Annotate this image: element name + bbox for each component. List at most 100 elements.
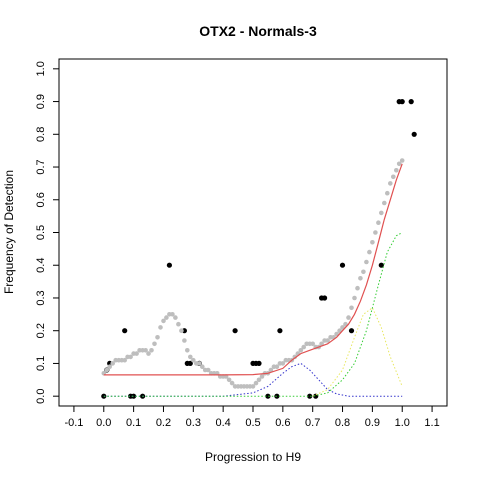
y-tick-label: 1.0 bbox=[35, 61, 47, 76]
data-point bbox=[146, 351, 151, 356]
curve-2 bbox=[103, 163, 403, 376]
y-tick-label: 0.9 bbox=[35, 94, 47, 109]
data-point bbox=[131, 393, 137, 399]
data-point bbox=[385, 190, 390, 196]
data-point bbox=[104, 367, 110, 373]
data-point bbox=[325, 338, 330, 343]
data-point bbox=[128, 354, 133, 360]
data-point bbox=[274, 364, 280, 370]
data-point bbox=[339, 262, 346, 268]
data-point bbox=[367, 249, 372, 255]
x-tick-label: 0.7 bbox=[305, 417, 320, 429]
series-layer bbox=[101, 99, 417, 399]
y-tick-label: 0.5 bbox=[35, 225, 47, 240]
data-point bbox=[134, 351, 139, 356]
data-point bbox=[107, 364, 112, 370]
data-point bbox=[388, 181, 393, 186]
data-point bbox=[253, 380, 259, 386]
x-tick-label: 0.9 bbox=[365, 417, 380, 429]
data-point bbox=[396, 161, 402, 167]
x-axis: -0.1 0.0 0.1 0.2 0.3 0.4 0.5 0.6 0.7 0.8 0.9 1.0 1.1 bbox=[64, 406, 440, 429]
data-point bbox=[152, 341, 157, 347]
data-point bbox=[232, 328, 238, 334]
data-point bbox=[229, 380, 235, 386]
data-point bbox=[188, 354, 193, 360]
chart-title: OTX2 - Normals-3 bbox=[199, 23, 317, 39]
y-tick-label: 0.7 bbox=[35, 159, 47, 174]
data-point bbox=[158, 325, 163, 330]
data-point bbox=[340, 325, 345, 330]
x-tick-label: 0.0 bbox=[96, 417, 111, 429]
y-tick-label: 0.6 bbox=[35, 192, 47, 207]
data-point bbox=[170, 312, 175, 317]
data-point bbox=[205, 367, 211, 373]
data-point bbox=[355, 285, 360, 291]
data-point bbox=[173, 315, 178, 320]
y-tick-label: 0.2 bbox=[35, 323, 47, 338]
x-tick-label: 1.1 bbox=[424, 417, 439, 429]
data-point bbox=[182, 338, 187, 343]
data-point bbox=[408, 99, 414, 105]
data-point bbox=[394, 168, 399, 173]
data-point bbox=[155, 335, 160, 340]
data-point bbox=[348, 328, 355, 334]
y-axis-label: Frequency of Detection bbox=[2, 170, 16, 294]
data-point bbox=[399, 158, 405, 163]
data-point bbox=[122, 357, 127, 363]
x-tick-label: 1.0 bbox=[395, 417, 410, 429]
data-point bbox=[319, 341, 324, 347]
point-series-1 bbox=[101, 158, 405, 389]
data-point bbox=[370, 240, 375, 245]
plot-frame bbox=[58, 58, 448, 407]
data-point bbox=[280, 361, 286, 366]
data-point bbox=[346, 315, 351, 320]
data-point bbox=[179, 328, 184, 334]
data-point bbox=[122, 328, 128, 334]
x-tick-label: 0.5 bbox=[245, 417, 260, 429]
data-point bbox=[259, 374, 265, 379]
data-point bbox=[268, 367, 274, 373]
curve-3 bbox=[103, 362, 403, 397]
data-point bbox=[176, 321, 181, 327]
data-point bbox=[310, 341, 316, 347]
y-tick-label: 0.0 bbox=[35, 389, 47, 404]
data-point bbox=[143, 348, 148, 353]
data-point bbox=[197, 361, 202, 366]
data-point bbox=[391, 174, 396, 180]
data-point bbox=[187, 360, 193, 366]
data-point bbox=[352, 295, 357, 301]
curve-5 bbox=[103, 232, 403, 397]
data-point bbox=[250, 384, 256, 389]
data-point bbox=[361, 269, 366, 275]
data-point bbox=[164, 315, 169, 320]
data-point bbox=[274, 393, 280, 399]
data-point bbox=[191, 357, 196, 363]
data-point bbox=[358, 276, 363, 281]
data-point bbox=[376, 220, 381, 225]
data-point bbox=[161, 318, 166, 324]
x-tick-label: 0.6 bbox=[275, 417, 290, 429]
data-point bbox=[399, 99, 405, 105]
data-point bbox=[185, 348, 190, 353]
data-point bbox=[292, 354, 298, 360]
x-tick-label: 0.2 bbox=[156, 417, 171, 429]
data-point bbox=[382, 200, 387, 206]
curve-4 bbox=[312, 307, 403, 397]
y-tick-label: 0.3 bbox=[35, 290, 47, 305]
data-point bbox=[166, 262, 172, 268]
data-point bbox=[313, 393, 319, 399]
y-axis: 0.0 0.1 0.2 0.3 0.4 0.5 0.6 0.7 0.8 0.9 1.0 bbox=[35, 61, 59, 404]
y-tick-label: 0.4 bbox=[35, 258, 47, 273]
data-point bbox=[110, 361, 115, 366]
data-point bbox=[322, 295, 328, 301]
data-point bbox=[379, 210, 384, 216]
data-point bbox=[265, 393, 271, 399]
data-point bbox=[256, 377, 262, 383]
x-tick-label: 0.4 bbox=[216, 417, 231, 429]
x-tick-label: 0.3 bbox=[186, 417, 201, 429]
data-point bbox=[149, 348, 154, 353]
data-point bbox=[364, 259, 369, 265]
data-point bbox=[298, 348, 304, 353]
data-point bbox=[256, 360, 262, 366]
